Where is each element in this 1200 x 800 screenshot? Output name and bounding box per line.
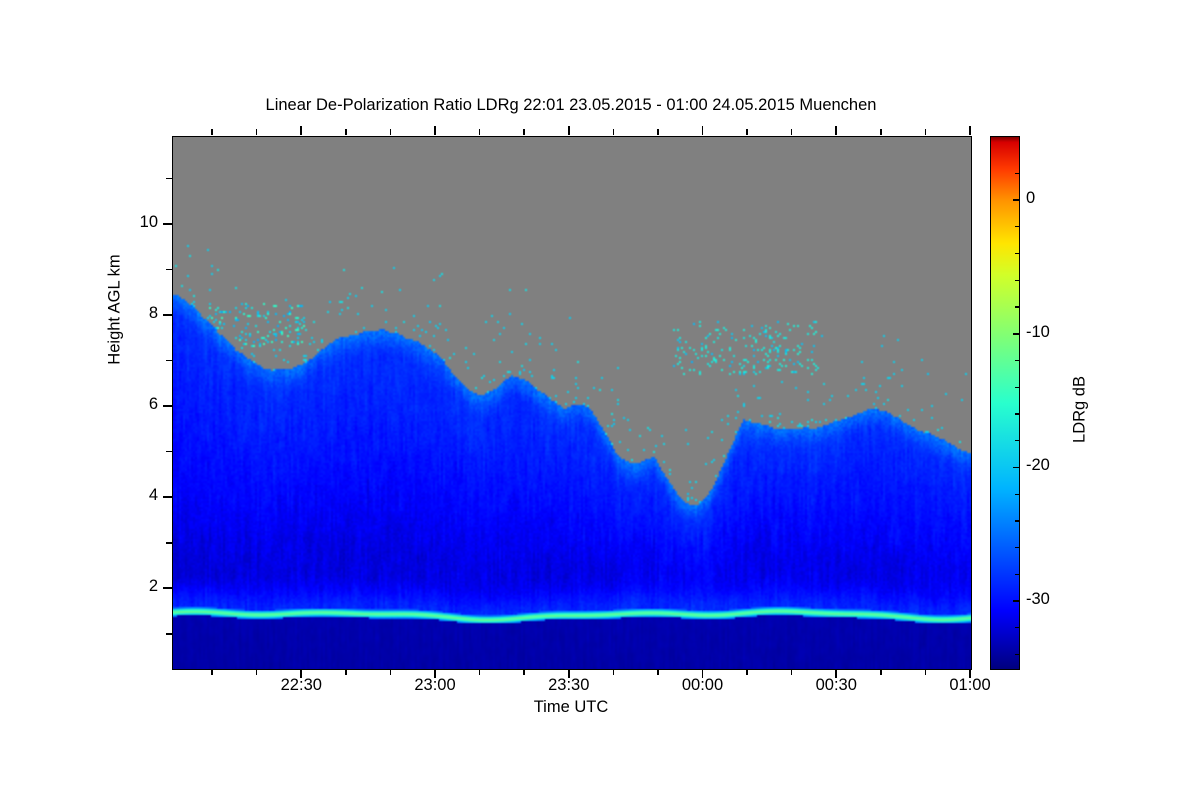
page-title: Linear De-Polarization Ratio LDRg 22:01 …	[265, 96, 877, 114]
x-tick-major	[835, 669, 838, 678]
y-tick-minor	[166, 450, 172, 453]
colorbar-tick-label: -30	[1026, 590, 1050, 609]
colorbar-tick-minor	[1015, 413, 1019, 415]
x-tick-major	[567, 669, 570, 678]
colorbar-tick-major	[1013, 333, 1019, 335]
y-tick-major	[163, 223, 172, 225]
y-tick-label: 4	[148, 486, 158, 505]
colorbar-label: LDRg dB	[1070, 376, 1089, 443]
x-tick-top	[701, 126, 704, 135]
colorbar-tick-minor	[1015, 654, 1019, 656]
y-tick-major	[163, 405, 172, 407]
colorbar-tick-label: -10	[1026, 322, 1050, 341]
y-tick-label: 10	[139, 212, 158, 231]
colorbar-tick-minor	[1015, 306, 1019, 308]
y-tick-label: 6	[148, 395, 158, 414]
colorbar-tick-minor	[1015, 440, 1019, 442]
heatmap-plot-area	[172, 136, 972, 670]
x-tick-top	[300, 126, 303, 135]
x-tick-top	[969, 126, 971, 135]
x-tick-major	[300, 669, 303, 678]
x-tick-top	[389, 129, 392, 135]
x-tick-label: 23:00	[414, 676, 456, 694]
colorbar-tick-minor	[1015, 493, 1019, 495]
colorbar-gradient	[991, 137, 1019, 669]
x-tick-top	[255, 129, 258, 135]
x-tick-minor	[612, 669, 615, 675]
x-tick-label: 00:00	[681, 676, 724, 694]
colorbar-tick-minor	[1015, 226, 1019, 228]
colorbar-tick-major	[1013, 466, 1019, 469]
colorbar-tick-minor	[1015, 359, 1019, 362]
colorbar-tick-minor	[1015, 547, 1019, 549]
colorbar-tick-minor	[1015, 520, 1019, 522]
y-tick-label: 2	[148, 577, 158, 596]
colorbar-tick-label: 0	[1026, 189, 1036, 208]
x-tick-top	[657, 129, 659, 135]
y-tick-minor	[166, 541, 172, 544]
x-tick-top	[835, 126, 838, 135]
colorbar-tick-major	[1013, 199, 1019, 201]
x-tick-top	[790, 129, 793, 135]
x-tick-minor	[880, 669, 882, 675]
colorbar-tick-minor	[1015, 386, 1019, 388]
y-tick-major	[163, 314, 172, 316]
x-tick-top	[612, 129, 615, 135]
x-tick-label: 22:30	[280, 676, 322, 694]
x-tick-label: 23:30	[548, 676, 590, 694]
colorbar-tick-minor	[1015, 573, 1019, 576]
colorbar-tick-minor	[1015, 627, 1019, 629]
x-tick-minor	[255, 669, 258, 675]
x-tick-top	[746, 129, 748, 135]
x-tick-minor	[345, 669, 347, 675]
x-tick-top	[924, 129, 927, 135]
colorbar-tick-major	[1013, 600, 1019, 602]
x-tick-minor	[657, 669, 659, 675]
y-tick-major	[163, 587, 172, 590]
colorbar-tick-label: -20	[1026, 456, 1050, 475]
x-tick-minor	[746, 669, 748, 675]
y-tick-minor	[166, 633, 172, 635]
heatmap-canvas	[173, 137, 971, 669]
colorbar-tick-minor	[1015, 172, 1019, 174]
x-tick-minor	[924, 669, 927, 675]
colorbar-tick-minor	[1015, 253, 1019, 255]
y-tick-minor	[166, 359, 172, 362]
x-tick-minor	[790, 669, 793, 675]
x-tick-label: 01:00	[949, 676, 991, 694]
x-tick-major	[701, 669, 704, 678]
x-tick-label: 00:30	[815, 676, 857, 694]
y-tick-minor	[166, 177, 172, 180]
y-tick-minor	[166, 268, 172, 271]
x-tick-top	[478, 129, 481, 135]
colorbar-tick-minor	[1015, 279, 1019, 281]
x-tick-minor	[211, 669, 213, 675]
y-tick-label: 8	[148, 304, 158, 322]
x-tick-minor	[389, 669, 392, 675]
x-axis-label: Time UTC	[533, 698, 609, 716]
x-tick-top	[567, 126, 570, 135]
x-tick-major	[969, 669, 971, 678]
x-tick-top	[880, 129, 882, 135]
x-tick-major	[434, 669, 436, 678]
x-tick-top	[434, 126, 436, 135]
colorbar	[990, 136, 1020, 670]
x-tick-top	[211, 129, 213, 135]
x-tick-top	[523, 129, 525, 135]
y-tick-major	[163, 496, 172, 498]
x-tick-minor	[478, 669, 481, 675]
x-tick-top	[345, 129, 347, 135]
x-tick-minor	[523, 669, 525, 675]
